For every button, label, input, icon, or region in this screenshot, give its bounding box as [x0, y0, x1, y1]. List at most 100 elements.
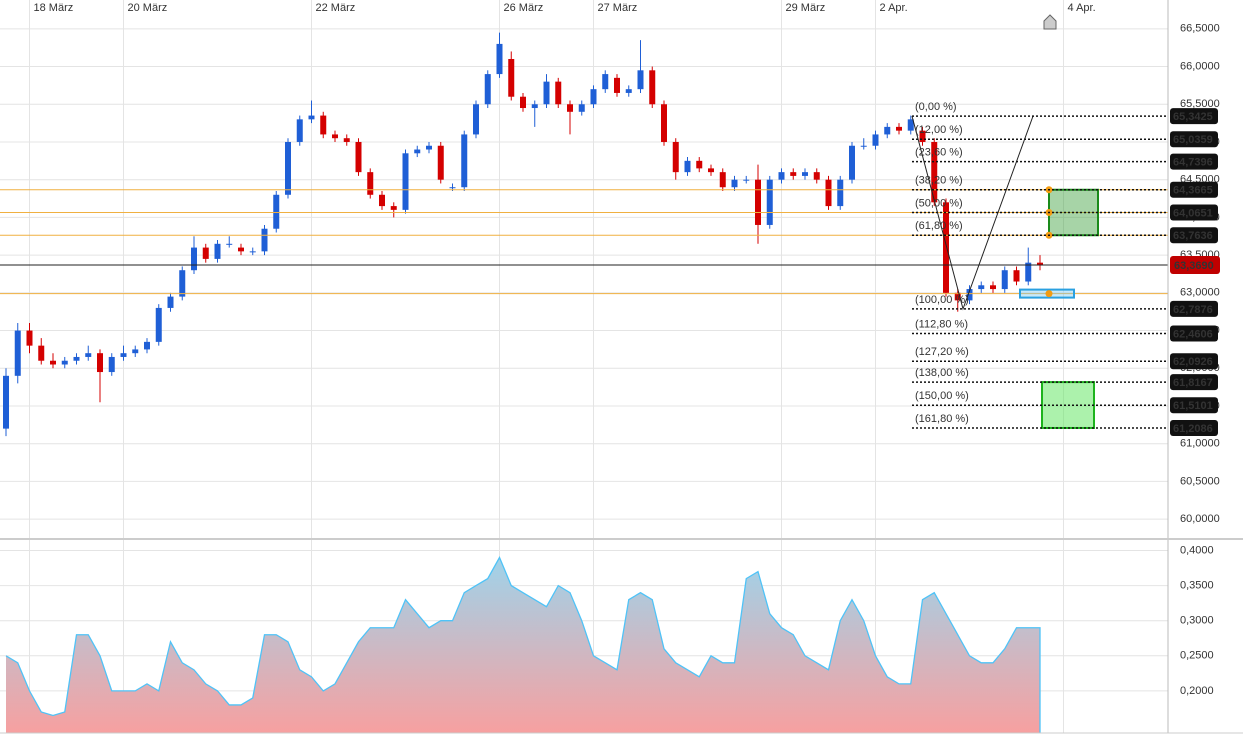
y-tick-label: 63,5000	[1180, 249, 1220, 261]
price-badge	[1170, 374, 1218, 391]
y-tick-label: 0,3500	[1180, 580, 1214, 592]
candle-body	[120, 353, 127, 357]
fib-label: (127,20 %)	[915, 346, 969, 358]
price-badge	[1170, 353, 1218, 370]
candle-body	[296, 119, 303, 142]
candle-body	[273, 194, 280, 229]
scroll-marker[interactable]	[1043, 14, 1057, 30]
candle-body	[649, 70, 656, 105]
candle-body	[285, 141, 291, 195]
candle-body	[813, 172, 820, 180]
candle-body	[825, 179, 832, 207]
candle-body	[896, 126, 902, 131]
x-tick-label: 20 März	[128, 2, 168, 14]
candle-body	[943, 202, 949, 293]
price-badge	[1170, 108, 1218, 125]
fib-label: (61,80 %)	[915, 220, 963, 232]
price-badge	[1170, 300, 1218, 317]
candle-body	[355, 141, 362, 173]
candle-body	[602, 74, 609, 90]
candle-body	[708, 168, 714, 173]
price-badge	[1170, 397, 1218, 414]
price-badge-label: 61,5101	[1173, 400, 1213, 412]
candle-body	[496, 43, 503, 75]
y-tick-label: 0,3000	[1180, 615, 1214, 627]
candle-body	[155, 307, 162, 342]
price-badge-label: 65,0359	[1173, 134, 1213, 146]
candle-body	[790, 172, 797, 176]
y-tick-label: 61,0000	[1180, 438, 1220, 450]
candle-body	[555, 81, 562, 105]
price-badge-label: 64,3665	[1173, 185, 1213, 197]
candle-body	[1025, 262, 1032, 282]
candle-body	[567, 104, 573, 112]
candle-body	[931, 141, 938, 203]
x-tick-label: 4 Apr.	[1068, 2, 1096, 14]
candle-body	[578, 104, 585, 112]
price-badge-label: 62,7876	[1173, 304, 1213, 316]
candle-body	[97, 353, 103, 373]
y-tick-label: 0,2500	[1180, 650, 1214, 662]
candle-body	[543, 81, 550, 105]
candle-body	[625, 89, 632, 93]
price-badge	[1170, 153, 1218, 170]
fib-label: (150,00 %)	[915, 390, 969, 402]
x-tick-label: 29 März	[786, 2, 826, 14]
candle-body	[778, 172, 785, 180]
candle-body	[132, 349, 139, 354]
candle-body	[919, 130, 926, 142]
candle-body	[484, 74, 491, 105]
y-tick-label: 65,5000	[1180, 98, 1220, 110]
candle-body	[38, 345, 45, 361]
candle-body	[978, 285, 985, 290]
x-tick-label: 2 Apr.	[880, 2, 908, 14]
candle-body	[719, 172, 726, 188]
candle-body	[202, 247, 209, 259]
candle-body	[379, 194, 385, 207]
price-badge	[1170, 131, 1218, 148]
fib-label: (161,80 %)	[915, 413, 969, 425]
fib-label: (12,00 %)	[915, 124, 963, 136]
price-badge-label: 64,0651	[1173, 207, 1213, 219]
candle-body	[696, 160, 703, 169]
x-tick-label: 26 März	[504, 2, 544, 14]
candle-body	[755, 179, 761, 225]
candle-body	[3, 375, 9, 429]
y-tick-label: 0,2000	[1180, 685, 1214, 697]
fib-label: (112,80 %)	[915, 318, 968, 330]
fib-label: (100,00 %)	[915, 294, 969, 306]
trend-line	[911, 115, 1034, 311]
last-price-badge	[1170, 256, 1220, 275]
candle-body	[802, 172, 808, 176]
candle-body	[520, 96, 526, 109]
candle-body	[179, 270, 186, 297]
candle-body	[61, 360, 68, 365]
x-tick-label: 27 März	[598, 2, 638, 14]
candle-body	[332, 134, 338, 139]
candle-body	[308, 115, 315, 120]
candle-body	[249, 251, 256, 253]
candle-body	[954, 292, 961, 301]
candle-body	[461, 134, 468, 188]
price-badge	[1170, 181, 1218, 198]
candle-body	[907, 119, 914, 131]
candle-body	[743, 179, 750, 181]
candle-body	[367, 172, 374, 195]
candle-body	[1001, 270, 1008, 290]
y-tick-label: 0,4000	[1180, 544, 1214, 556]
candle-body	[449, 187, 456, 189]
x-tick-label: 22 März	[316, 2, 356, 14]
candle-body	[167, 296, 174, 308]
candle-body	[108, 356, 115, 373]
candle-body	[661, 104, 667, 142]
candle-body	[261, 228, 268, 252]
candle-body	[26, 330, 33, 346]
price-badge	[1170, 325, 1218, 342]
candle-body	[320, 115, 327, 135]
candle-body	[990, 285, 996, 290]
y-tick-label: 66,0000	[1180, 60, 1220, 72]
candle-body	[837, 179, 844, 207]
candle-body	[437, 145, 444, 180]
